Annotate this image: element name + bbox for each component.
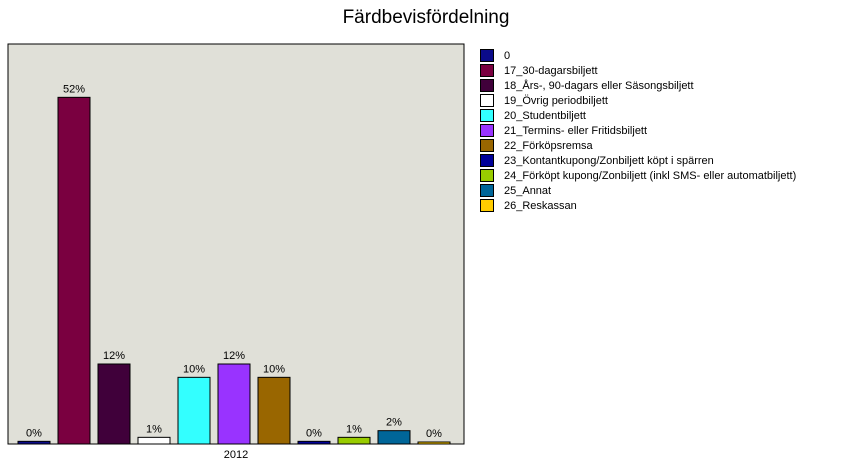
bar-9 bbox=[377, 430, 411, 445]
bar-10 bbox=[417, 441, 451, 445]
bar-7 bbox=[297, 440, 331, 445]
legend-swatch-6 bbox=[480, 139, 494, 152]
legend-item-0: 0 bbox=[480, 48, 796, 63]
legend-item-5: 21_Termins- eller Fritidsbiljett bbox=[480, 123, 796, 138]
data-label-7: 0% bbox=[306, 427, 322, 439]
bar-1 bbox=[57, 96, 91, 445]
bar-2 bbox=[97, 363, 131, 445]
data-label-1: 52% bbox=[63, 83, 85, 95]
chart-title: Färdbevisfördelning bbox=[342, 7, 510, 28]
legend-swatch-10 bbox=[480, 199, 494, 212]
legend-item-10: 26_Reskassan bbox=[480, 198, 796, 213]
legend-swatch-0 bbox=[480, 49, 494, 62]
legend-item-7: 23_Kontantkupong/Zonbiljett köpt i spärr… bbox=[480, 153, 796, 168]
legend-item-3: 19_Övrig periodbiljett bbox=[480, 93, 796, 108]
data-label-8: 1% bbox=[346, 423, 362, 435]
legend-label-10: 26_Reskassan bbox=[504, 199, 577, 212]
data-label-3: 1% bbox=[146, 423, 162, 435]
legend-label-0: 0 bbox=[504, 49, 511, 62]
legend-swatch-8 bbox=[480, 169, 494, 182]
bar-8 bbox=[337, 436, 371, 445]
legend-label-6: 22_Förköpsremsa bbox=[504, 139, 593, 152]
legend: 0 17_30-dagarsbiljett 18_Års-, 90-dagars e… bbox=[480, 48, 796, 213]
legend-label-1: 17_30-dagarsbiljett bbox=[504, 64, 598, 77]
legend-label-9: 25_Annat bbox=[504, 184, 552, 197]
legend-item-8: 24_Förköpt kupong/Zonbiljett (inkl SMS- … bbox=[480, 168, 796, 183]
bar-3 bbox=[137, 436, 171, 445]
legend-item-6: 22_Förköpsremsa bbox=[480, 138, 796, 153]
legend-swatch-2 bbox=[480, 79, 494, 92]
legend-swatch-7 bbox=[480, 154, 494, 167]
legend-label-4: 20_Studentbiljett bbox=[504, 109, 586, 122]
data-label-6: 10% bbox=[263, 363, 285, 375]
bar-5 bbox=[217, 363, 251, 445]
data-label-4: 10% bbox=[183, 363, 205, 375]
legend-item-4: 20_Studentbiljett bbox=[480, 108, 796, 123]
legend-item-2: 18_Års-, 90-dagars eller Säsongsbiljett bbox=[480, 78, 796, 93]
bar-6 bbox=[257, 376, 291, 445]
legend-swatch-1 bbox=[480, 64, 494, 77]
legend-item-1: 17_30-dagarsbiljett bbox=[480, 63, 796, 78]
legend-swatch-3 bbox=[480, 94, 494, 107]
legend-swatch-4 bbox=[480, 109, 494, 122]
legend-label-5: 21_Termins- eller Fritidsbiljett bbox=[504, 124, 648, 137]
legend-label-3: 19_Övrig periodbiljett bbox=[504, 94, 608, 107]
legend-label-7: 23_Kontantkupong/Zonbiljett köpt i spärr… bbox=[504, 154, 714, 167]
data-label-2: 12% bbox=[103, 350, 125, 362]
data-label-5: 12% bbox=[223, 350, 245, 362]
bar-4 bbox=[177, 376, 211, 445]
data-label-0: 0% bbox=[26, 427, 42, 439]
legend-label-2: 18_Års-, 90-dagars eller Säsongsbiljett bbox=[504, 79, 694, 92]
data-label-9: 2% bbox=[386, 417, 402, 429]
data-label-10: 0% bbox=[426, 428, 442, 440]
bar-0 bbox=[17, 440, 51, 445]
x-tick-label: 2012 bbox=[224, 449, 248, 461]
legend-label-8: 24_Förköpt kupong/Zonbiljett (inkl SMS- … bbox=[504, 169, 797, 182]
legend-swatch-5 bbox=[480, 124, 494, 137]
legend-swatch-9 bbox=[480, 184, 494, 197]
legend-item-9: 25_Annat bbox=[480, 183, 796, 198]
